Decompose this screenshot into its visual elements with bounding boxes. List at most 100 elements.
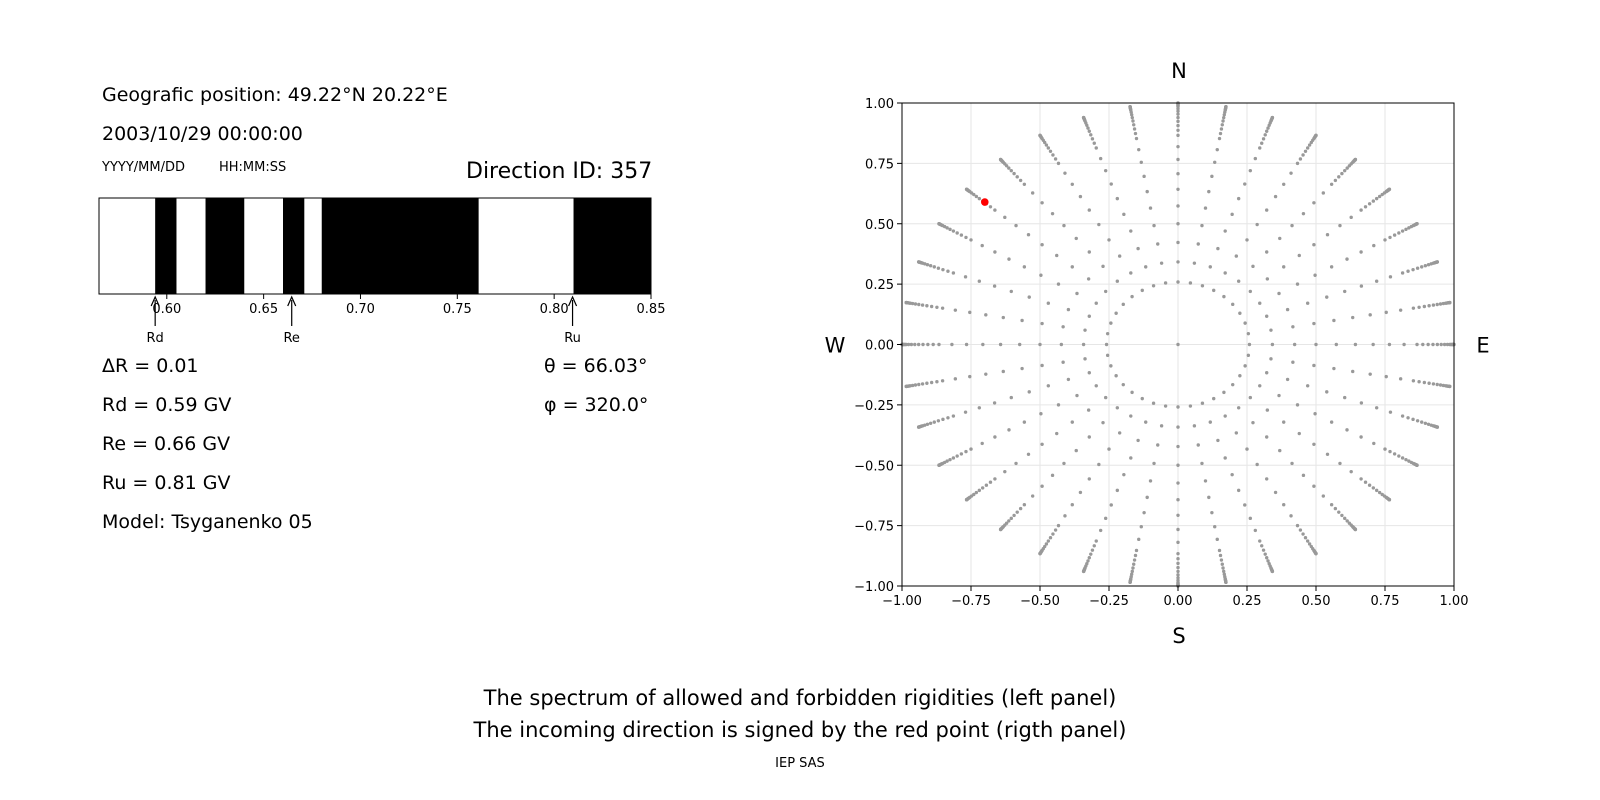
direction-point [1132,562,1136,566]
direction-point [950,342,954,347]
direction-point [1092,544,1096,548]
direction-point [1142,174,1146,179]
direction-point [1247,342,1252,347]
direction-point [1282,182,1286,186]
direction-point [1133,553,1138,558]
direction-point [1333,178,1338,183]
direction-point [998,527,1003,532]
direction-point [984,483,989,487]
direction-id: Direction ID: 357 [466,159,653,184]
direction-point [1050,211,1055,216]
direction-point [1295,403,1300,407]
direction-point [1411,306,1416,310]
direction-point [1343,168,1347,173]
direction-point [1212,288,1216,293]
direction-point [981,342,985,347]
direction-point [1129,456,1133,460]
direction-point [1128,105,1132,109]
direction-point [1265,250,1269,254]
direction-point [1265,408,1270,412]
direction-point [1130,294,1134,299]
direction-point [1131,566,1135,570]
direction-point [1046,384,1051,388]
direction-point [1359,250,1363,254]
direction-point [1115,196,1120,201]
direction-point [1003,523,1007,527]
direction-point [1415,266,1420,270]
direction-point [1022,503,1027,507]
direction-point [1337,510,1341,514]
direction-point [1103,168,1108,173]
direction-point [1243,364,1247,368]
direction-point [1429,423,1433,427]
direction-point [1435,425,1439,429]
direction-point [951,229,956,233]
direction-point [1103,395,1108,400]
direction-point [1136,438,1140,443]
x-tick-label: −1.00 [882,594,922,609]
marker-arrowhead [287,295,297,307]
direction-point [1217,136,1222,141]
direction-point [917,302,921,307]
geographic-position: Geografic position: 49.22°N 20.22°E [102,84,448,106]
direction-point [980,243,984,248]
direction-point [1152,461,1156,466]
direction-point [1218,131,1223,136]
direction-point [942,460,947,465]
direction-point [1219,127,1224,131]
direction-point [1094,301,1098,305]
direction-point [1325,233,1330,237]
direction-point [1277,291,1281,296]
direction-point [1208,265,1212,269]
direction-point [1038,342,1042,347]
datetime: 2003/10/29 00:00:00 [102,123,303,145]
direction-point [1130,569,1134,574]
direction-point [1176,172,1180,176]
direction-point [1411,417,1415,422]
direction-point [1260,141,1264,145]
direction-point [932,420,936,424]
direction-point [928,421,933,425]
direction-point [1268,564,1272,568]
marker-label: Ru [564,331,581,346]
direction-point [932,265,936,269]
direction-point [1022,420,1027,424]
direction-point [923,262,927,266]
direction-point [1151,401,1156,405]
direction-point [1224,105,1228,109]
direction-point [1363,205,1368,209]
direction-point [1018,178,1023,183]
direction-point [993,435,997,439]
direction-point [1312,442,1316,446]
direction-point [925,381,929,385]
direction-point [1305,384,1310,388]
direction-point [1176,557,1180,561]
direction-point [1221,119,1225,123]
direction-point [1081,115,1086,120]
direction-point [1133,131,1138,136]
direction-point [920,382,925,386]
x-tick-label: 0.75 [443,302,472,317]
direction-point [1176,551,1180,556]
direction-point [1056,403,1061,407]
direction-point [1398,308,1403,312]
direction-point [937,463,941,467]
direction-point [1422,304,1427,309]
x-tick-label: −0.25 [1089,594,1129,609]
direction-point [1445,342,1450,347]
direction-point [1075,291,1079,296]
direction-point [1217,548,1222,553]
direction-point [1343,516,1347,521]
x-tick-label: 0.75 [1371,594,1400,609]
direction-point [1109,182,1113,186]
direction-point [946,269,950,273]
direction-point [948,227,952,232]
direction-point [1298,528,1303,532]
direction-point [1130,390,1134,395]
direction-point [1115,279,1120,283]
direction-point [1345,257,1349,261]
direction-point [1269,357,1273,361]
x-tick-label: 0.60 [152,302,181,317]
direction-point [1176,157,1180,162]
direction-point [1260,544,1264,548]
